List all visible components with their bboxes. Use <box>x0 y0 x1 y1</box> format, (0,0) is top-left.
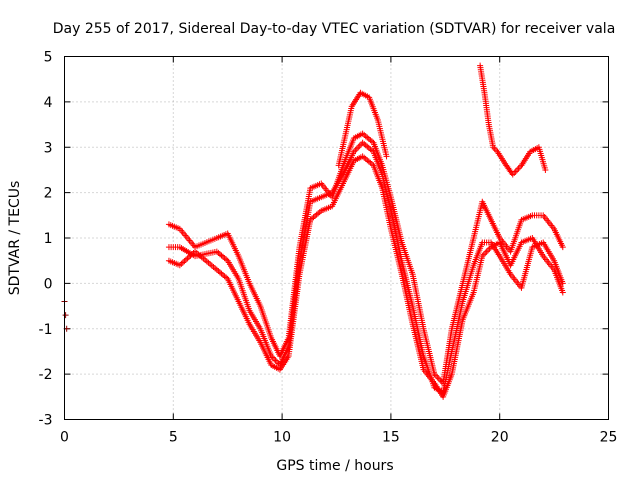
grid <box>64 56 609 420</box>
chart-title: Day 255 of 2017, Sidereal Day-to-day VTE… <box>53 21 616 37</box>
x-axis-label: GPS time / hours <box>276 458 393 474</box>
y-tick-label: 1 <box>44 231 53 247</box>
marker-path-trace-2 <box>165 130 566 387</box>
y-axis-label: SDTVAR / TECUs <box>7 181 23 296</box>
series-trace-1 <box>165 139 566 396</box>
x-tick-label: 25 <box>600 430 618 446</box>
axis-ticks: 0 5 10 15 20 25 -3 -2 -1 0 1 2 3 4 5 <box>39 50 618 446</box>
y-tick-label: -1 <box>39 322 53 338</box>
y-tick-label: 0 <box>44 276 53 292</box>
series-trace-6 <box>61 298 70 332</box>
y-tick-label: -2 <box>39 367 53 383</box>
marker-path-trace-3 <box>165 153 566 400</box>
marker-path-trace-4 <box>335 89 390 169</box>
x-tick-label: 5 <box>169 430 178 446</box>
marker-path-trace-5 <box>477 62 549 178</box>
marker-path-trace-6 <box>61 298 70 332</box>
marker-path-trace-1 <box>165 139 566 396</box>
series-trace-4 <box>335 89 390 169</box>
y-tick-label: -3 <box>39 413 53 429</box>
series-trace-5 <box>477 62 549 178</box>
y-tick-label: 5 <box>44 50 53 66</box>
y-tick-label: 4 <box>44 95 53 111</box>
series-trace-3 <box>165 153 566 400</box>
x-tick-label: 15 <box>382 430 400 446</box>
data-points <box>61 62 566 400</box>
series-trace-2 <box>165 130 566 387</box>
y-tick-label: 3 <box>44 140 53 156</box>
x-tick-label: 0 <box>60 430 69 446</box>
x-tick-label: 10 <box>273 430 291 446</box>
y-tick-label: 2 <box>44 186 53 202</box>
plot-frame <box>64 56 609 420</box>
x-tick-label: 20 <box>491 430 509 446</box>
